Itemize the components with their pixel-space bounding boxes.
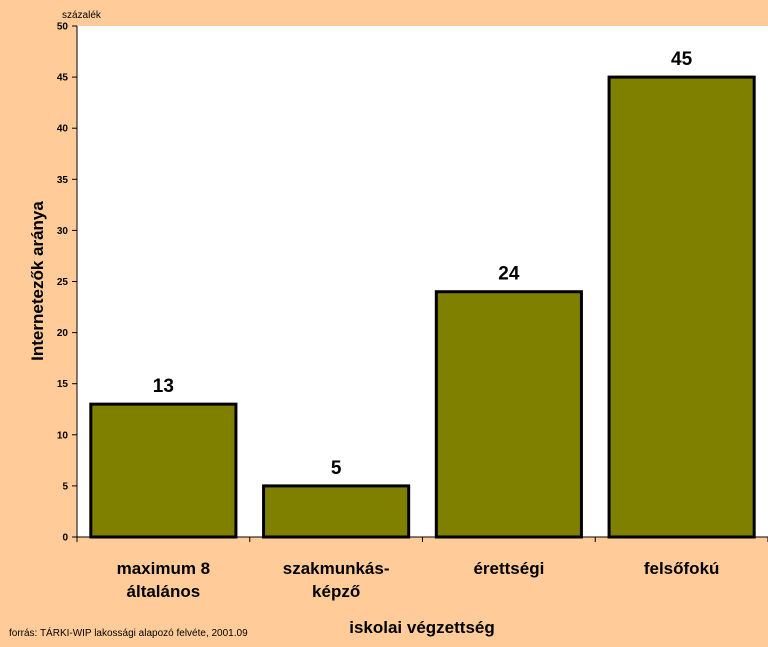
x-axis-title: iskolai végzettség [349, 618, 495, 637]
y-tick-label: 20 [57, 328, 69, 339]
category-label: képző [312, 582, 360, 601]
data-labels-group: 13 5 24 45 [153, 49, 693, 479]
bar [262, 484, 411, 539]
bar [89, 402, 238, 539]
y-tick-label: 35 [57, 175, 69, 186]
y-tick-label: 45 [57, 73, 69, 84]
category-label: szakmunkás- [283, 559, 390, 578]
bar [434, 290, 583, 539]
data-label: 5 [331, 458, 342, 479]
y-axis-ticks: 0 5 10 15 20 25 30 35 40 45 50 [57, 22, 77, 544]
y-tick-label: 5 [62, 481, 68, 492]
y-tick-label: 50 [57, 22, 69, 33]
category-label: maximum 8 [117, 559, 211, 578]
y-tick-label: 30 [57, 226, 69, 237]
category-labels-group: maximum 8 általános szakmunkás-képző éretts… [117, 559, 720, 601]
y-tick-label: 25 [57, 277, 69, 288]
y-tick-label: 15 [57, 379, 69, 390]
category-label: általános [127, 582, 201, 601]
data-label: 24 [498, 264, 520, 285]
unit-label: százalék [62, 10, 102, 21]
y-tick-label: 0 [62, 533, 68, 544]
bar [607, 75, 756, 539]
category-label: felsőfokú [644, 559, 720, 578]
data-label: 13 [153, 376, 174, 397]
x-axis-ticks [76, 537, 768, 542]
source-note: forrás: TÁRKI-WIP lakossági alapozó felv… [9, 626, 248, 639]
data-label: 45 [671, 49, 693, 70]
category-label: érettségi [473, 559, 544, 578]
y-tick-label: 40 [57, 124, 69, 135]
y-tick-label: 10 [57, 430, 69, 441]
y-axis-title: Internetezők aránya [28, 201, 47, 361]
